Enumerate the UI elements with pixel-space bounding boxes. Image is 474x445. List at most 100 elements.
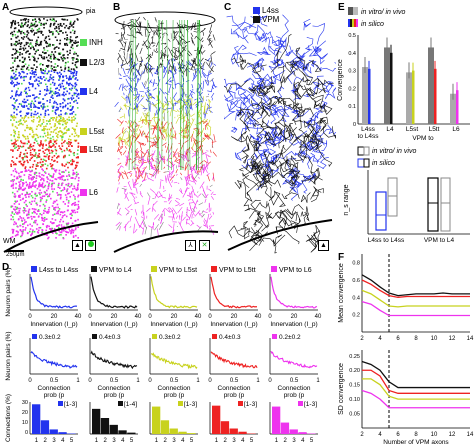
column-title: VPM to L5st <box>151 266 197 274</box>
histogram-bar <box>272 406 281 434</box>
bar-vitro <box>450 93 456 124</box>
sd-convergence-line <box>361 360 470 389</box>
x-tick-label: L5st <box>406 126 418 133</box>
tick-label: 2 <box>224 438 228 444</box>
legend-swatch <box>80 146 87 153</box>
tick-label: 6 <box>396 432 400 438</box>
pyramid-icon: ⅄ <box>185 240 196 251</box>
tick-label: 8 <box>414 432 418 438</box>
tick-label: 4 <box>61 438 65 444</box>
tick-label: 6 <box>396 336 400 342</box>
range-box-vitro <box>387 177 398 217</box>
tick-label: 0.20 <box>349 368 360 374</box>
panel-label-b: B <box>113 2 121 13</box>
layer-legend-item: L5tt <box>80 145 102 154</box>
histogram-bar <box>229 428 238 434</box>
x-axis-label: Connection <box>38 385 71 392</box>
tick-label: 40 <box>135 314 142 320</box>
syn-range: [1-3] <box>184 401 197 408</box>
circle-icon <box>85 240 96 251</box>
tick-label: 0.5 <box>290 378 299 384</box>
tick-label: 3 <box>172 438 176 444</box>
prob-value: 0.4±0.3 <box>219 334 241 341</box>
panel-label-f: F <box>338 252 345 263</box>
tick-label: 12 <box>449 336 456 342</box>
histogram-bar <box>40 420 50 434</box>
legend-swatch <box>32 334 37 339</box>
range-box-silico <box>427 177 439 232</box>
legend-swatch <box>356 19 358 27</box>
panel-f-plots: 0.2 0.4 0.6 0.8 Mean convergence 2 4 6 8 10 12 14 0.… <box>338 254 474 445</box>
tick-label: 0 <box>88 314 92 320</box>
x-axis-label: Innervation (I_p) <box>150 321 197 328</box>
column-title: L4ss to L4ss <box>31 266 79 274</box>
tick-label: 5 <box>70 438 74 444</box>
innervation-curve <box>270 276 318 309</box>
tick-label: 0 <box>268 314 272 320</box>
x-axis-label: Innervation (I_p) <box>30 321 77 328</box>
histogram-bar <box>58 432 67 434</box>
tick-label: 30 <box>22 400 28 406</box>
x-tick-label: L6 <box>452 126 460 133</box>
syn-legend: [1-3] <box>178 401 197 408</box>
legend-swatch <box>357 158 365 168</box>
x-axis-label: Innervation (I_p) <box>270 321 317 328</box>
tick-label: 4 <box>181 438 185 444</box>
legend-swatch <box>80 128 87 135</box>
legend-swatch <box>92 334 97 339</box>
tick-label: 1 <box>256 378 260 384</box>
bar-vitro <box>428 47 434 124</box>
x-axis-label: VPM to <box>412 135 434 142</box>
tick-label: 4 <box>241 438 245 444</box>
tick-label: 4 <box>301 438 305 444</box>
tick-label: 0.10 <box>349 397 360 403</box>
legend-swatch <box>80 88 87 95</box>
mean-convergence-line <box>361 274 470 297</box>
tick-label: 2 <box>104 438 108 444</box>
sd-convergence-line <box>362 369 470 394</box>
syn-legend: [1-3] <box>238 401 257 408</box>
innervation-curve <box>150 276 198 309</box>
layer-legend-item: L5st <box>80 127 104 136</box>
prob-value: 0.3±0.2 <box>39 334 61 341</box>
tick-label: 14 <box>467 432 474 438</box>
tick-label: 40 <box>75 314 82 320</box>
x-axis-label: prob (p <box>164 392 185 399</box>
column-title: VPM to L6 <box>271 266 312 274</box>
tick-label: 0 <box>148 378 152 384</box>
legend-text: in silico <box>361 21 384 28</box>
tick-label: 0 <box>208 314 212 320</box>
legend-swatch <box>80 39 87 46</box>
x-tick-label: VPM to L4 <box>424 237 455 244</box>
tick-label: 20 <box>171 314 178 320</box>
tick-label: 0.5 <box>230 378 239 384</box>
legend-swatch <box>348 19 350 27</box>
tick-label: 0 <box>88 378 92 384</box>
syn-range: [1-3] <box>64 401 77 408</box>
pia-label: pia <box>86 8 96 15</box>
tick-label: 1 <box>95 438 99 444</box>
tick-label: 1 <box>196 378 200 384</box>
innervation-curve <box>30 276 78 309</box>
legend-l4ss: L4ss <box>253 6 279 15</box>
bar-silico <box>390 52 393 124</box>
histogram-bar <box>49 429 58 434</box>
axon-projection-figure <box>224 13 336 254</box>
y-axis-label: Neuron pairs (%) <box>5 267 12 316</box>
tick-label: 5 <box>190 438 194 444</box>
panel-label-c: C <box>224 2 232 13</box>
histogram-bar <box>280 422 290 434</box>
tick-label: 1 <box>136 378 140 384</box>
x-axis-label: Connection <box>98 385 131 392</box>
syn-range: [1-3] <box>304 401 317 408</box>
layer-name: L5st <box>89 127 105 136</box>
scale-bar-label: 250μm <box>6 252 25 258</box>
syn-range: [1-4] <box>124 401 137 408</box>
tick-label: 1 <box>275 438 279 444</box>
syn-legend: [1-3] <box>58 401 77 408</box>
legend-swatch <box>80 59 87 66</box>
histogram-bar <box>152 406 161 434</box>
legend-swatch <box>298 401 303 406</box>
syn-legend: [1-4] <box>118 401 137 408</box>
legend-swatch <box>271 266 277 272</box>
